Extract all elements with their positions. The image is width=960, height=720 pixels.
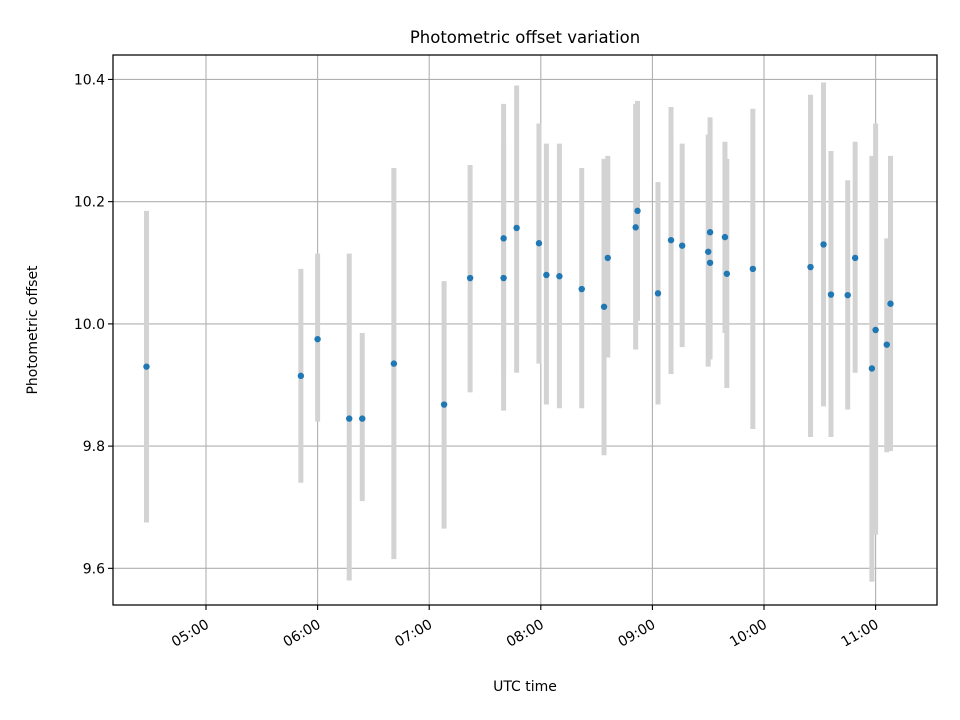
y-tick-label: 9.8 xyxy=(83,439,105,455)
x-tick-label: 06:00 xyxy=(281,617,324,651)
data-point xyxy=(844,291,851,299)
x-tick-label: 07:00 xyxy=(392,617,435,651)
data-point xyxy=(634,207,641,215)
y-tick-label: 10.0 xyxy=(74,317,105,333)
plot-area xyxy=(112,54,938,606)
data-point xyxy=(807,263,814,271)
y-tick-label: 9.6 xyxy=(83,561,105,577)
x-axis-label: UTC time xyxy=(493,679,557,695)
data-point xyxy=(705,248,712,255)
data-point xyxy=(872,326,879,334)
data-point xyxy=(535,240,543,247)
data-point xyxy=(556,273,563,280)
data-point xyxy=(721,233,729,241)
data-point xyxy=(600,303,608,310)
data-point xyxy=(723,270,731,277)
data-point xyxy=(297,372,305,380)
x-tick-label: 05:00 xyxy=(169,617,212,651)
x-tick-label: 11:00 xyxy=(839,617,882,651)
axis-ticks: 05:00 06:00 07:00 08:00 09:00 10:00 11:00 9.6 9.… xyxy=(74,72,882,650)
data-point xyxy=(578,285,585,293)
data-point xyxy=(543,271,550,279)
data-point xyxy=(500,274,507,282)
data-point xyxy=(314,335,321,343)
data-point xyxy=(143,363,150,370)
data-point xyxy=(820,241,827,248)
data-point xyxy=(883,341,890,348)
data-points xyxy=(143,207,894,422)
data-point xyxy=(466,274,474,282)
data-point xyxy=(500,235,507,242)
x-tick-label: 09:00 xyxy=(615,617,658,651)
data-point xyxy=(706,259,714,266)
x-tick-label: 10:00 xyxy=(727,617,770,651)
data-point xyxy=(359,415,366,422)
y-tick-label: 10.4 xyxy=(74,72,105,88)
data-point xyxy=(390,360,398,367)
data-point xyxy=(604,254,611,262)
data-point xyxy=(749,265,757,273)
data-point xyxy=(440,401,448,408)
data-point xyxy=(851,254,859,262)
data-point xyxy=(346,415,353,422)
y-axis-label: Photometric offset xyxy=(25,265,41,395)
y-tick-label: 10.2 xyxy=(74,195,105,211)
data-point xyxy=(513,224,520,232)
data-point xyxy=(678,242,686,249)
chart-title: Photometric offset variation xyxy=(410,28,640,47)
data-point xyxy=(868,365,876,372)
error-bars xyxy=(143,82,893,582)
data-point xyxy=(827,291,835,298)
grid xyxy=(113,55,937,605)
data-point xyxy=(706,229,714,236)
data-point xyxy=(632,224,639,231)
data-point xyxy=(887,300,894,307)
x-tick-label: 08:00 xyxy=(504,617,547,651)
data-point xyxy=(667,236,675,244)
data-point xyxy=(654,290,662,297)
